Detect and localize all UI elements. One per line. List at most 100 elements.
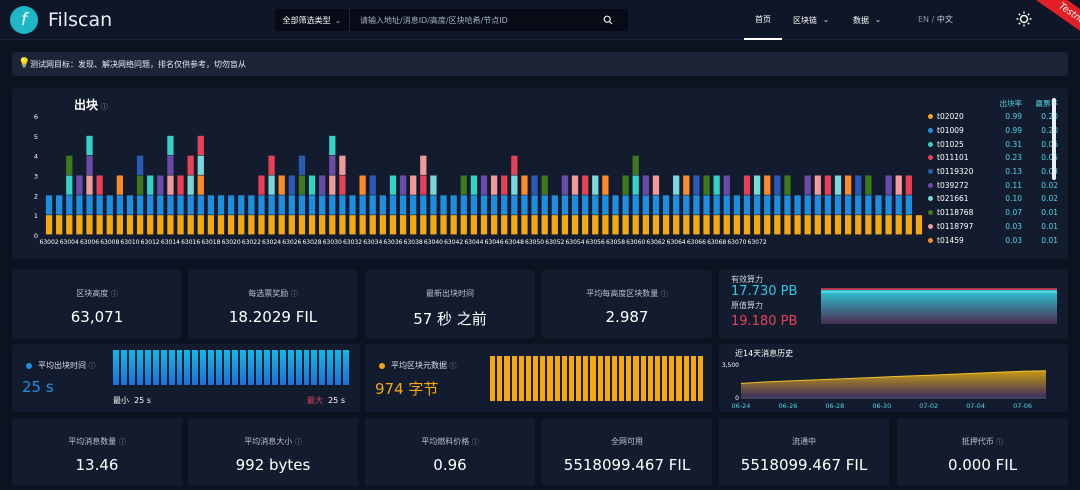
bar-segment[interactable] [895,175,902,195]
bar-segment[interactable] [177,215,184,235]
bar-segment[interactable] [571,195,579,215]
bar-segment[interactable] [784,215,791,235]
search-button[interactable] [588,9,628,31]
bar-segment[interactable] [622,195,629,215]
bar-segment[interactable] [683,175,690,195]
bar-segment[interactable] [410,215,417,235]
bar-segment[interactable] [561,195,569,215]
bar-segment[interactable] [501,215,508,235]
info-icon[interactable]: ⓘ [660,290,668,298]
bar-segment[interactable] [541,175,548,195]
bar-segment[interactable] [177,175,184,195]
bar-segment[interactable] [66,175,73,195]
bar-segment[interactable] [278,175,285,195]
info-icon[interactable]: ⓘ [471,438,479,446]
bar-segment[interactable] [470,215,478,235]
brand-name[interactable]: Filscan [48,9,113,31]
bar-segment[interactable] [116,215,123,235]
bar-segment[interactable] [86,175,93,195]
bar-segment[interactable] [642,215,649,235]
bar-segment[interactable] [369,175,376,195]
info-icon[interactable]: ⓘ [294,438,302,446]
bar-segment[interactable] [369,215,376,235]
bar-segment[interactable] [197,135,204,156]
bar-segment[interactable] [147,215,154,235]
info-icon[interactable]: ⓘ [290,290,298,298]
bar-segment[interactable] [743,175,751,195]
bar-segment[interactable] [197,175,204,195]
bar-segment[interactable] [410,175,417,195]
bar-segment[interactable] [147,195,154,215]
bar-segment[interactable] [66,195,73,215]
bar-segment[interactable] [217,195,225,215]
bar-segment[interactable] [430,175,437,195]
bar-segment[interactable] [602,195,609,215]
bar-segment[interactable] [501,195,508,215]
bar-segment[interactable] [622,215,629,235]
bar-segment[interactable] [480,215,488,235]
bar-segment[interactable] [187,155,194,175]
bar-segment[interactable] [258,175,265,195]
bar-segment[interactable] [470,195,478,215]
bar-segment[interactable] [905,215,912,235]
bar-segment[interactable] [329,135,336,156]
legend-scrollbar[interactable] [1052,98,1056,180]
bar-segment[interactable] [298,195,306,215]
bar-segment[interactable] [703,195,710,215]
bar-segment[interactable] [217,215,225,235]
bar-segment[interactable] [521,195,528,215]
bar-segment[interactable] [76,195,83,215]
bar-segment[interactable] [845,215,852,235]
bar-segment[interactable] [561,175,569,195]
bar-segment[interactable] [399,195,407,215]
bar-segment[interactable] [86,155,93,175]
bar-segment[interactable] [865,215,872,235]
bar-segment[interactable] [804,175,811,195]
bar-segment[interactable] [319,215,326,235]
bar-segment[interactable] [116,175,123,195]
bar-segment[interactable] [197,155,204,175]
bar-segment[interactable] [45,195,53,215]
bar-segment[interactable] [187,195,194,215]
bar-segment[interactable] [76,215,83,235]
bar-segment[interactable] [582,195,589,215]
bar-segment[interactable] [521,175,528,195]
bar-segment[interactable] [329,155,336,175]
bar-segment[interactable] [248,195,255,215]
bar-segment[interactable] [662,195,670,215]
bar-segment[interactable] [349,215,356,235]
legend-item[interactable]: t01009 0.99 0.20 [928,124,1058,138]
bar-segment[interactable] [845,175,852,195]
bar-segment[interactable] [268,155,275,175]
bar-segment[interactable] [531,215,538,235]
info-icon[interactable]: ⓘ [449,361,457,370]
bar-segment[interactable] [885,175,892,195]
bar-segment[interactable] [288,195,295,215]
sun-icon[interactable] [1016,11,1032,27]
bar-segment[interactable] [167,215,174,235]
bar-segment[interactable] [753,215,761,235]
bar-segment[interactable] [673,175,680,195]
bar-segment[interactable] [197,215,204,235]
bar-segment[interactable] [86,135,93,156]
bar-segment[interactable] [157,175,164,195]
bar-segment[interactable] [905,175,912,195]
legend-item[interactable]: t0119320 0.13 0.03 [928,165,1058,179]
bar-segment[interactable] [713,195,720,215]
bar-segment[interactable] [642,195,649,215]
bar-segment[interactable] [480,175,488,195]
bar-segment[interactable] [612,215,619,235]
bar-segment[interactable] [602,215,609,235]
bar-segment[interactable] [136,215,144,235]
bar-segment[interactable] [662,215,670,235]
bar-segment[interactable] [885,195,892,215]
bar-segment[interactable] [450,215,457,235]
bar-segment[interactable] [794,195,801,215]
bar-segment[interactable] [430,195,437,215]
bar-segment[interactable] [308,175,316,195]
bar-segment[interactable] [915,215,923,235]
bar-segment[interactable] [834,195,842,215]
bar-segment[interactable] [389,175,397,195]
bar-segment[interactable] [157,195,164,215]
bar-segment[interactable] [784,195,791,215]
